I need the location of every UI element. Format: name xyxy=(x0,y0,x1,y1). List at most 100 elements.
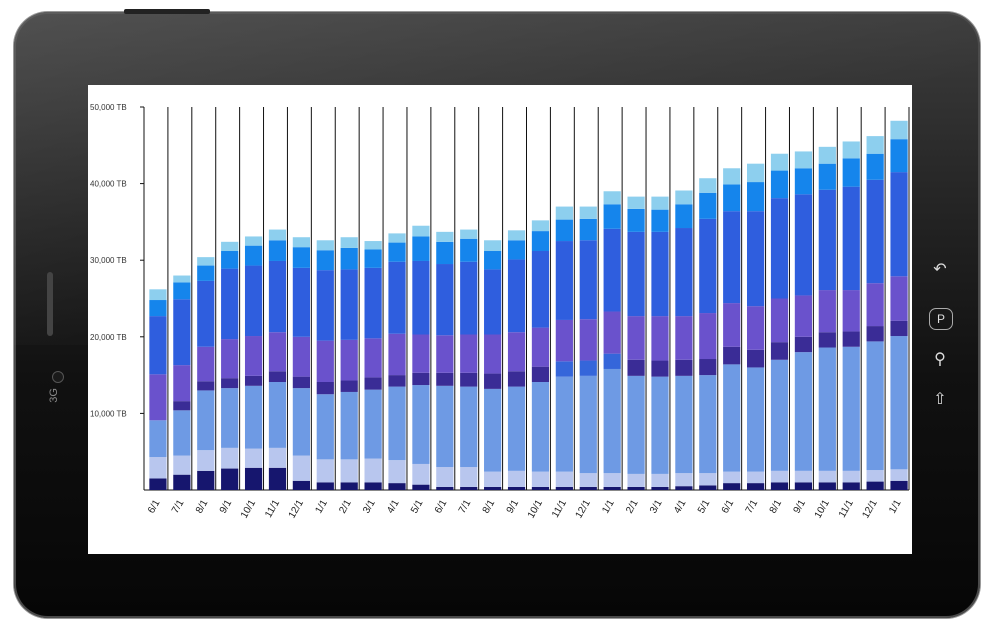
bar-segment xyxy=(316,394,334,460)
y-tick-label: 20,000 TB xyxy=(90,333,127,342)
bar-segment xyxy=(244,467,263,490)
bar-segment xyxy=(460,238,478,262)
bar-segment xyxy=(794,168,813,195)
bar-segment xyxy=(173,401,191,411)
x-tick-label: 11/1 xyxy=(550,498,569,520)
power-button[interactable] xyxy=(124,9,210,14)
bar-segment xyxy=(699,473,717,486)
bar-segment xyxy=(579,218,597,241)
back-icon[interactable]: ↶ xyxy=(933,261,947,278)
bar-segment xyxy=(723,211,741,304)
bar-segment xyxy=(866,136,884,154)
bar-segment xyxy=(723,168,741,185)
bar-segment xyxy=(699,485,717,490)
menu-icon[interactable]: ⇧ xyxy=(933,391,947,408)
bar-segment xyxy=(484,471,502,487)
bar-segment xyxy=(197,265,215,281)
x-tick-label: 11/1 xyxy=(263,498,282,520)
bar-segment xyxy=(675,190,693,205)
bar-segment xyxy=(579,473,597,487)
x-tick-label: 1/1 xyxy=(600,498,617,516)
bar-segment xyxy=(747,211,765,307)
bar-segment xyxy=(675,228,693,317)
bar-segment xyxy=(149,374,167,421)
bar-segment xyxy=(436,335,454,373)
bar-segment xyxy=(555,219,573,242)
bar-segment xyxy=(197,346,215,382)
bar-segment xyxy=(890,336,908,470)
bar-segment xyxy=(221,468,239,490)
bar-segment xyxy=(699,313,717,360)
bar-segment xyxy=(292,336,310,377)
bar-segment xyxy=(412,484,430,490)
home-button[interactable]: P xyxy=(929,308,953,330)
bar-segment xyxy=(555,361,573,377)
bar-segment xyxy=(818,332,836,348)
bar-segment xyxy=(531,327,550,367)
bar-segment xyxy=(842,331,860,347)
bar-segment xyxy=(364,267,382,339)
bar-segment xyxy=(292,237,310,248)
bar-segment xyxy=(412,372,430,386)
bar-segment xyxy=(340,237,358,248)
bar-segment xyxy=(149,420,167,458)
bar-segment xyxy=(699,359,717,376)
bar-segment xyxy=(890,469,908,481)
bar-segment xyxy=(412,236,430,261)
bar-segment xyxy=(818,347,836,471)
bar-segment xyxy=(866,283,884,327)
bar-segment xyxy=(507,371,526,387)
bar-segment xyxy=(890,276,908,321)
bar-segment xyxy=(770,298,789,343)
bar-segment xyxy=(747,367,765,472)
bar-segment xyxy=(197,470,215,490)
bar-segment xyxy=(579,486,597,490)
bar-segment xyxy=(484,373,502,389)
y-tick-label: 30,000 TB xyxy=(90,256,127,265)
bar-segment xyxy=(507,486,526,490)
x-tick-label: 9/1 xyxy=(792,498,809,516)
y-tick-label: 10,000 TB xyxy=(90,409,127,418)
bar-segment xyxy=(412,385,430,464)
bar-segment xyxy=(221,388,239,448)
y-tick-label: 40,000 TB xyxy=(90,180,127,189)
bar-segment xyxy=(579,319,597,361)
bar-segment xyxy=(197,257,215,266)
stacked-bar-chart: 10,000 TB 20,000 TB 30,000 TB 40,000 TB 50,0… xyxy=(90,103,910,520)
x-tick-label: 6/1 xyxy=(146,498,163,516)
bar-segment xyxy=(149,289,167,301)
bar-segment xyxy=(651,209,669,232)
bar-segment xyxy=(675,473,693,487)
bar-segment xyxy=(770,470,789,483)
x-tick-label: 6/1 xyxy=(720,498,737,516)
bar-segment xyxy=(651,486,669,490)
bar-segment xyxy=(555,319,573,362)
bar-segment xyxy=(866,326,884,342)
x-tick-label: 8/1 xyxy=(194,498,211,516)
bar-segment xyxy=(603,473,621,487)
x-tick-label: 3/1 xyxy=(648,498,665,516)
bar-segment xyxy=(221,378,239,389)
search-icon[interactable]: ⚲ xyxy=(934,351,946,368)
bar-segment xyxy=(340,482,358,490)
bar-segment xyxy=(316,459,334,483)
bar-segment xyxy=(651,196,669,210)
bar-segment xyxy=(651,231,669,317)
bar-segment xyxy=(149,478,167,490)
bar-segment xyxy=(627,375,645,474)
bar-segment xyxy=(531,471,550,487)
bar-segment xyxy=(531,486,550,490)
bar-segment xyxy=(292,480,310,490)
bar-segment xyxy=(244,336,263,376)
bar-segment xyxy=(627,359,645,376)
bar-segment xyxy=(221,251,239,269)
bar-segment xyxy=(197,450,215,471)
bar-segment xyxy=(555,241,573,320)
bar-segment xyxy=(866,481,884,490)
bar-segment xyxy=(388,333,406,376)
bar-segment xyxy=(197,390,215,451)
bar-segment xyxy=(890,320,908,337)
bar-segment xyxy=(364,241,382,250)
bar-segment xyxy=(221,241,239,252)
bar-segment xyxy=(436,385,454,468)
